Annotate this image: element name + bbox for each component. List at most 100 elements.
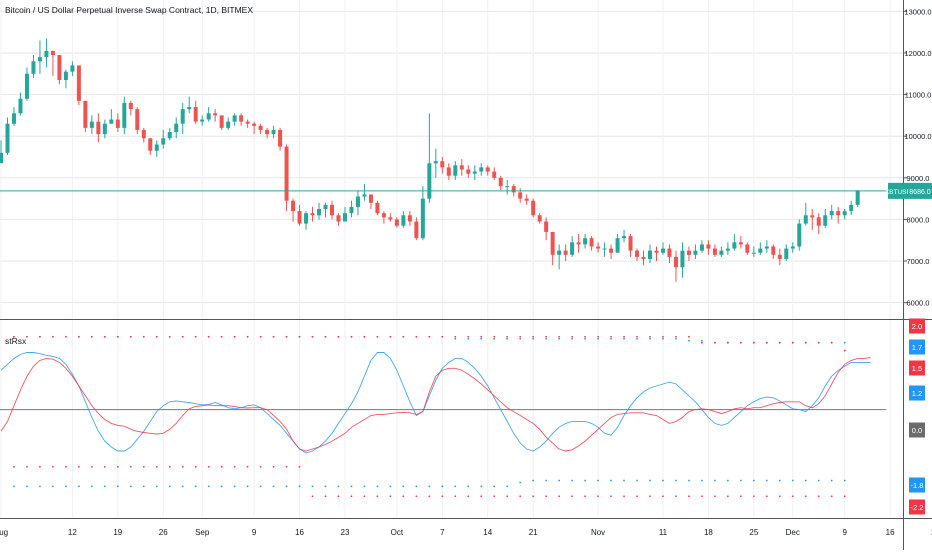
candle[interactable]: [18, 92, 23, 116]
candle[interactable]: [226, 117, 231, 130]
candle[interactable]: [531, 198, 536, 218]
candle[interactable]: [511, 184, 516, 197]
candle[interactable]: [128, 100, 133, 116]
candle[interactable]: [829, 204, 834, 220]
candle[interactable]: [719, 246, 724, 257]
candle[interactable]: [628, 234, 633, 257]
candle[interactable]: [609, 244, 614, 259]
candle[interactable]: [712, 244, 717, 257]
candle[interactable]: [420, 186, 425, 241]
candle[interactable]: [706, 240, 711, 255]
candle[interactable]: [329, 200, 334, 220]
candle[interactable]: [673, 250, 678, 282]
candle[interactable]: [115, 113, 120, 133]
candle[interactable]: [440, 157, 445, 174]
candle[interactable]: [122, 96, 127, 135]
candle[interactable]: [109, 109, 114, 124]
candle[interactable]: [459, 159, 464, 176]
candle[interactable]: [187, 96, 192, 114]
candle[interactable]: [693, 244, 698, 259]
candle[interactable]: [0, 140, 3, 164]
candle[interactable]: [342, 206, 347, 222]
candle[interactable]: [615, 234, 620, 253]
candle[interactable]: [414, 217, 419, 241]
candle[interactable]: [427, 113, 432, 203]
candle[interactable]: [849, 200, 854, 216]
candle[interactable]: [472, 165, 477, 180]
candle[interactable]: [5, 117, 10, 155]
candle[interactable]: [803, 202, 808, 226]
candle[interactable]: [401, 211, 406, 228]
candle[interactable]: [31, 55, 36, 78]
candle[interactable]: [505, 179, 510, 195]
candle[interactable]: [349, 200, 354, 218]
candle[interactable]: [784, 244, 789, 262]
candle[interactable]: [336, 213, 341, 226]
candle[interactable]: [764, 240, 769, 253]
candle[interactable]: [602, 242, 607, 257]
candle[interactable]: [589, 236, 594, 251]
candle[interactable]: [148, 138, 153, 155]
candle[interactable]: [544, 217, 549, 241]
candle[interactable]: [135, 107, 140, 135]
rsx-blue-line[interactable]: [0, 352, 871, 454]
candle[interactable]: [648, 244, 652, 264]
candle[interactable]: [239, 113, 244, 126]
candle[interactable]: [745, 242, 750, 255]
candle[interactable]: [524, 194, 529, 205]
candle[interactable]: [200, 115, 205, 126]
candle[interactable]: [284, 144, 289, 212]
candle[interactable]: [232, 113, 237, 126]
candle[interactable]: [258, 123, 263, 135]
candle[interactable]: [291, 198, 296, 222]
candle[interactable]: [310, 206, 315, 222]
candle[interactable]: [167, 127, 172, 141]
candle[interactable]: [635, 248, 640, 262]
candle[interactable]: [660, 242, 665, 255]
candle[interactable]: [57, 55, 62, 85]
candle[interactable]: [141, 127, 146, 143]
candle[interactable]: [771, 244, 776, 259]
candle[interactable]: [63, 69, 68, 89]
candle[interactable]: [732, 234, 737, 251]
candle[interactable]: [492, 167, 497, 180]
candle[interactable]: [44, 38, 49, 68]
candle[interactable]: [388, 213, 393, 222]
candle[interactable]: [537, 213, 542, 224]
candle[interactable]: [498, 175, 503, 191]
candle[interactable]: [823, 209, 828, 228]
candle[interactable]: [245, 119, 250, 128]
candle[interactable]: [213, 109, 218, 122]
candle[interactable]: [777, 248, 782, 266]
candle[interactable]: [667, 244, 672, 264]
candle[interactable]: [446, 163, 451, 180]
candle[interactable]: [407, 211, 412, 226]
candle[interactable]: [174, 117, 179, 139]
candle[interactable]: [50, 50, 55, 76]
candle[interactable]: [297, 204, 302, 226]
candle[interactable]: [479, 163, 484, 176]
candle[interactable]: [790, 242, 795, 253]
candle[interactable]: [271, 125, 276, 139]
candle[interactable]: [622, 229, 627, 243]
price-pane[interactable]: [0, 38, 887, 282]
candle[interactable]: [641, 250, 646, 266]
candle[interactable]: [161, 129, 166, 149]
candle[interactable]: [738, 236, 743, 249]
candle[interactable]: [37, 40, 42, 74]
candle[interactable]: [725, 242, 730, 255]
candle[interactable]: [355, 190, 360, 216]
candle[interactable]: [368, 194, 373, 210]
candle[interactable]: [810, 209, 815, 230]
candle[interactable]: [557, 244, 562, 270]
candle[interactable]: [304, 211, 309, 230]
candle[interactable]: [466, 165, 471, 178]
candle[interactable]: [24, 67, 29, 101]
candle[interactable]: [654, 246, 659, 262]
candle[interactable]: [89, 115, 94, 135]
candle[interactable]: [375, 200, 380, 216]
candle[interactable]: [362, 184, 367, 201]
candle[interactable]: [550, 231, 555, 266]
rsx-red-line[interactable]: [0, 357, 871, 452]
